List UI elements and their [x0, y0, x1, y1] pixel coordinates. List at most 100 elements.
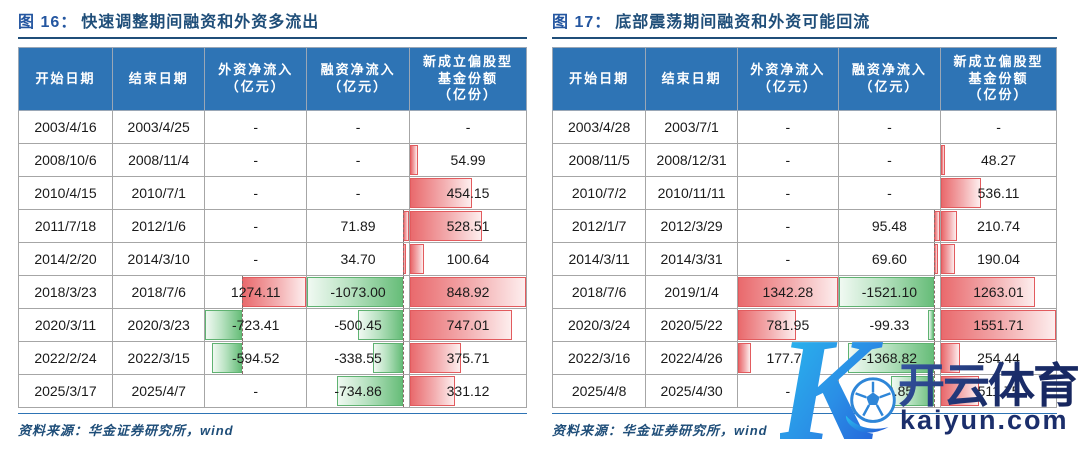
table-row: 2022/2/24 2022/3/15 -594.52 -338.55 375.71 — [18, 341, 527, 375]
table-row: 2012/1/7 2012/3/29 - 95.48 210.74 — [551, 209, 1057, 243]
figure-17-source: 资料来源：华金证券研究所，wind — [552, 413, 1057, 439]
cell-value: 511.75 — [977, 383, 1020, 399]
databar-positive — [941, 244, 956, 274]
date-cell: 2022/4/26 — [645, 341, 738, 375]
databar-positive — [737, 343, 752, 373]
cell-value: 2012/1/7 — [571, 218, 627, 234]
table-row: 2025/4/8 2025/4/30 - -682.85 511.75 — [551, 374, 1057, 408]
databar-negative — [891, 376, 935, 406]
value-cell: 536.11 — [940, 176, 1057, 210]
value-cell: - — [204, 110, 308, 144]
date-cell: 2011/7/18 — [18, 209, 113, 243]
cell-value: - — [355, 152, 361, 168]
value-cell: 848.92 — [409, 275, 527, 309]
date-cell: 2020/5/22 — [645, 308, 738, 342]
date-cell: 2014/2/20 — [18, 242, 113, 276]
databar-axis — [934, 309, 936, 341]
cell-value: 2014/2/20 — [34, 251, 97, 267]
value-cell: - — [204, 209, 308, 243]
cell-value: 100.64 — [446, 251, 490, 267]
table-row: 2010/7/2 2010/11/11 - - 536.11 — [551, 176, 1057, 210]
databar-axis — [241, 309, 243, 341]
databar-positive — [410, 343, 462, 373]
value-cell: -723.41 — [204, 308, 308, 342]
databar-positive — [410, 145, 418, 175]
cell-value: 2018/3/23 — [34, 284, 97, 300]
databar-axis — [241, 342, 243, 374]
cell-value: 1551.71 — [973, 317, 1024, 333]
date-cell: 2020/3/11 — [18, 308, 113, 342]
date-cell: 2014/3/10 — [111, 242, 206, 276]
value-cell: -734.86 — [306, 374, 411, 408]
cell-value: - — [996, 119, 1001, 135]
databar-axis — [402, 276, 404, 308]
cell-value: 177.75 — [766, 350, 810, 366]
databar-positive — [410, 277, 526, 307]
cell-value: 2010/4/15 — [34, 185, 97, 201]
table-row: 2014/2/20 2014/3/10 - 34.70 100.64 — [18, 242, 527, 276]
cell-value: 2025/4/30 — [660, 383, 723, 399]
cell-value: 2018/7/6 — [131, 284, 186, 300]
databar-positive — [941, 277, 1035, 307]
column-header: 开始日期 — [18, 47, 113, 111]
cell-value: 2008/11/4 — [128, 152, 190, 168]
value-cell: - — [306, 176, 411, 210]
databar-axis — [402, 210, 404, 242]
databar-positive — [941, 145, 945, 175]
value-cell: -594.52 — [204, 341, 308, 375]
databar-axis — [934, 210, 936, 242]
date-cell: 2012/1/6 — [111, 209, 206, 243]
date-cell: 2010/4/15 — [18, 176, 113, 210]
date-cell: 2014/3/31 — [645, 242, 738, 276]
cell-value: 2025/4/7 — [131, 383, 186, 399]
cell-value: 2020/3/11 — [34, 317, 97, 333]
cell-value: - — [355, 119, 361, 135]
databar-negative — [211, 343, 242, 373]
value-cell: - — [204, 143, 308, 177]
databar-negative — [307, 277, 403, 307]
value-cell: -500.45 — [306, 308, 411, 342]
cell-value: 2008/10/6 — [34, 152, 97, 168]
column-header: 融资净流入 （亿元） — [306, 47, 411, 111]
cell-value: 71.89 — [340, 218, 376, 234]
table-inflow-periods: 开始日期 结束日期 外资净流入 （亿元） 融资净流入 （亿元） 新成立偏股型 基金份额 … — [551, 47, 1057, 408]
databar-axis — [402, 342, 404, 374]
databar-axis — [402, 243, 404, 275]
cell-value: -734.86 — [334, 383, 382, 399]
value-cell: - — [837, 110, 942, 144]
cell-value: 254.44 — [977, 350, 1020, 366]
table-header-row: 开始日期 结束日期 外资净流入 （亿元） 融资净流入 （亿元） 新成立偏股型 基金份额 … — [551, 47, 1057, 111]
cell-value: - — [253, 383, 259, 399]
cell-value: 528.51 — [446, 218, 490, 234]
cell-value: 2003/4/25 — [127, 119, 190, 135]
date-cell: 2018/7/6 — [551, 275, 647, 309]
cell-value: 2025/4/8 — [571, 383, 627, 399]
value-cell: - — [736, 374, 839, 408]
date-cell: 2025/3/17 — [18, 374, 113, 408]
value-cell: - — [837, 176, 942, 210]
cell-value: 2012/3/29 — [660, 218, 723, 234]
date-cell: 2020/3/23 — [111, 308, 206, 342]
cell-value: -682.85 — [865, 383, 914, 399]
value-cell: 1342.28 — [736, 275, 839, 309]
cell-value: -99.33 — [869, 317, 910, 333]
value-cell: 331.12 — [409, 374, 527, 408]
databar-positive — [410, 310, 513, 340]
value-cell: 100.64 — [409, 242, 527, 276]
cell-value: -1368.82 — [861, 350, 918, 366]
cell-value: -500.45 — [334, 317, 382, 333]
value-cell: -1368.82 — [837, 341, 942, 375]
date-cell: 2020/3/24 — [551, 308, 647, 342]
table-row: 2018/3/23 2018/7/6 1274.11 -1073.00 848.92 — [18, 275, 527, 309]
value-cell: 781.95 — [736, 308, 839, 342]
cell-value: 2003/4/28 — [567, 119, 631, 135]
table-row: 2025/3/17 2025/4/7 - -734.86 331.12 — [18, 374, 527, 408]
cell-value: 2011/7/18 — [34, 218, 97, 234]
value-cell: - — [736, 242, 839, 276]
value-cell: 210.74 — [940, 209, 1057, 243]
value-cell: 34.70 — [306, 242, 411, 276]
date-cell: 2008/11/5 — [551, 143, 647, 177]
value-cell: -99.33 — [837, 308, 942, 342]
value-cell: - — [736, 110, 839, 144]
cell-value: 2022/2/24 — [34, 350, 97, 366]
